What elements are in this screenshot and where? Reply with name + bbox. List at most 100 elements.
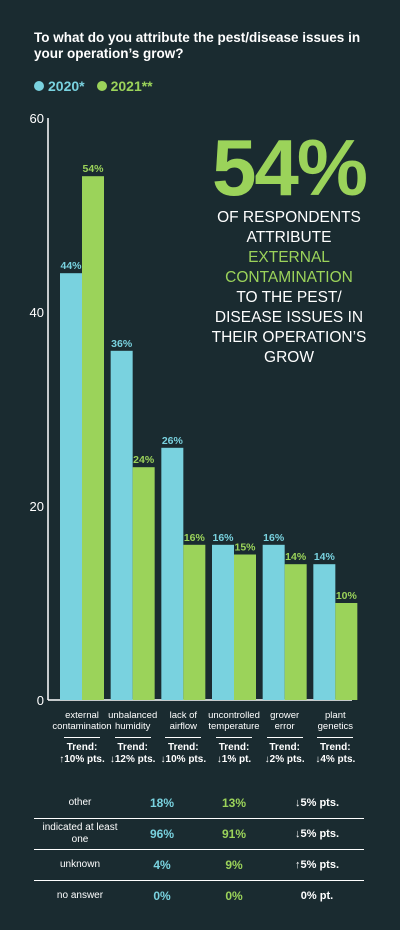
callout-highlight: CONTAMINATION bbox=[225, 269, 353, 286]
y-tick-label: 0 bbox=[37, 693, 44, 708]
trend-rule bbox=[165, 737, 202, 738]
callout-line: OF RESPONDENTS bbox=[217, 209, 361, 226]
callout-line: ATTRIBUTE bbox=[246, 229, 332, 246]
bar-2021 bbox=[234, 554, 256, 700]
stats-label: unknown bbox=[59, 859, 101, 870]
callout-text: OF RESPONDENTS ATTRIBUTE EXTERNAL CONTAM… bbox=[200, 208, 378, 368]
bar-2020 bbox=[110, 350, 133, 700]
x-tick-label: airflow bbox=[170, 721, 198, 732]
trend-label: Trend: bbox=[66, 742, 98, 753]
trend-rule bbox=[317, 737, 354, 738]
chart-title: To what do you attribute the pest/diseas… bbox=[34, 30, 361, 61]
stats-row-unknown: unknown 4% 9% ↑5% pts. bbox=[34, 850, 364, 881]
data-label: 54% bbox=[82, 163, 104, 175]
trend-item: Trend: ↓10% pts. bbox=[157, 733, 209, 766]
x-tick-label: error bbox=[275, 721, 295, 732]
callout-percentage: 54% bbox=[211, 123, 368, 212]
legend-label-2021: 2021** bbox=[110, 78, 153, 94]
bar-2021 bbox=[284, 564, 307, 700]
trend-rule bbox=[114, 737, 151, 738]
legend-item-2021: 2021** bbox=[96, 78, 153, 94]
callout-highlight: EXTERNAL bbox=[248, 249, 330, 266]
data-label: 14% bbox=[285, 551, 307, 563]
x-tick-label: unbalanced bbox=[108, 710, 157, 721]
x-tick-label: contamination bbox=[52, 721, 111, 732]
x-tick-label: plant bbox=[325, 710, 346, 721]
stats-value-2021: 0% bbox=[225, 889, 243, 903]
data-label: 10% bbox=[336, 590, 358, 602]
x-tick-label: humidity bbox=[115, 721, 151, 732]
callout-line: TO THE PEST/ bbox=[236, 289, 342, 306]
trend-label: Trend: bbox=[168, 742, 199, 753]
stats-value-2021: 9% bbox=[225, 858, 243, 872]
data-label: 44% bbox=[60, 260, 82, 272]
stats-label: no answer bbox=[56, 890, 104, 901]
data-label: 16% bbox=[184, 532, 206, 544]
data-label: 16% bbox=[263, 532, 285, 544]
trend-rule bbox=[216, 737, 252, 738]
x-tick-label: genetics bbox=[318, 721, 354, 732]
data-label: 14% bbox=[314, 551, 336, 563]
y-tick-label: 60 bbox=[30, 111, 44, 126]
legend-item-2020: 2020* bbox=[34, 78, 85, 94]
x-tick-label: external bbox=[65, 710, 99, 721]
trend-rule bbox=[266, 737, 303, 738]
data-label: 16% bbox=[212, 532, 234, 544]
stats-row-other: other 18% 13% ↓5% pts. bbox=[34, 788, 364, 819]
data-label: 36% bbox=[111, 338, 133, 350]
trend-label: Trend: bbox=[320, 742, 351, 753]
trend-value: ↑10% pts. bbox=[59, 754, 105, 765]
stats-trend: 0% pt. bbox=[300, 890, 334, 902]
legend-label-2020: 2020* bbox=[48, 78, 85, 94]
trend-value: ↓1% pt. bbox=[216, 754, 252, 765]
stats-value-2020: 18% bbox=[149, 796, 175, 810]
trend-rule bbox=[64, 737, 100, 738]
data-label: 26% bbox=[162, 435, 184, 447]
stats-label: indicated at least one bbox=[42, 822, 118, 845]
bar-2020 bbox=[262, 544, 285, 700]
stats-value-2020: 4% bbox=[153, 858, 171, 872]
data-label: 15% bbox=[234, 542, 256, 554]
trend-label: Trend: bbox=[218, 742, 250, 753]
legend-dot-2021 bbox=[96, 81, 107, 91]
stats-table: other 18% 13% ↓5% pts. indicated at leas… bbox=[34, 788, 364, 911]
stats-trend: ↓5% pts. bbox=[294, 797, 339, 809]
bar-2021 bbox=[82, 176, 104, 700]
stats-value-2020: 96% bbox=[149, 827, 175, 841]
data-label: 24% bbox=[133, 454, 155, 466]
stats-trend: ↑5% pts. bbox=[294, 859, 339, 871]
bar-2021 bbox=[335, 603, 358, 700]
callout-line: THEIR OPERATION’S bbox=[211, 329, 367, 346]
trend-item: Trend: ↓1% pt. bbox=[208, 733, 260, 766]
trend-value: ↓2% pts. bbox=[264, 754, 305, 765]
trend-value: ↓4% pts. bbox=[315, 754, 356, 765]
legend-dot-2020 bbox=[34, 81, 44, 91]
callout-line: DISEASE ISSUES IN bbox=[214, 309, 364, 326]
trend-label: Trend: bbox=[117, 742, 148, 753]
callout: 54% OF RESPONDENTS ATTRIBUTE EXTERNAL CO… bbox=[200, 128, 378, 368]
trend-item: Trend: ↓2% pts. bbox=[259, 733, 311, 766]
bar-2020 bbox=[212, 544, 234, 700]
stats-row-no-answer: no answer 0% 0% 0% pt. bbox=[34, 881, 364, 911]
x-tick-label: lack of bbox=[170, 710, 198, 721]
trend-item: Trend: ↑10% pts. bbox=[56, 733, 108, 766]
callout-line: GROW bbox=[264, 349, 314, 366]
stats-trend: ↓5% pts. bbox=[294, 828, 339, 840]
trend-label: Trend: bbox=[269, 742, 300, 753]
bar-2021 bbox=[183, 544, 206, 700]
legend: 2020* 2021** bbox=[34, 78, 153, 94]
trend-value: ↓10% pts. bbox=[160, 754, 207, 765]
trend-item: Trend: ↓12% pts. bbox=[107, 733, 159, 766]
x-tick-label: temperature bbox=[208, 721, 259, 732]
stats-row-indicated: indicated at least one 96% 91% ↓5% pts. bbox=[34, 819, 364, 850]
y-tick-label: 20 bbox=[30, 499, 44, 514]
x-tick-label: grower bbox=[270, 710, 299, 721]
stats-value-2021: 13% bbox=[221, 796, 247, 810]
bar-2020 bbox=[313, 564, 336, 700]
trend-item: Trend: ↓4% pts. bbox=[309, 733, 361, 766]
bar-2020 bbox=[161, 447, 184, 700]
stats-label: other bbox=[68, 797, 92, 808]
stats-value-2021: 91% bbox=[221, 827, 247, 841]
stats-value-2020: 0% bbox=[153, 889, 171, 903]
